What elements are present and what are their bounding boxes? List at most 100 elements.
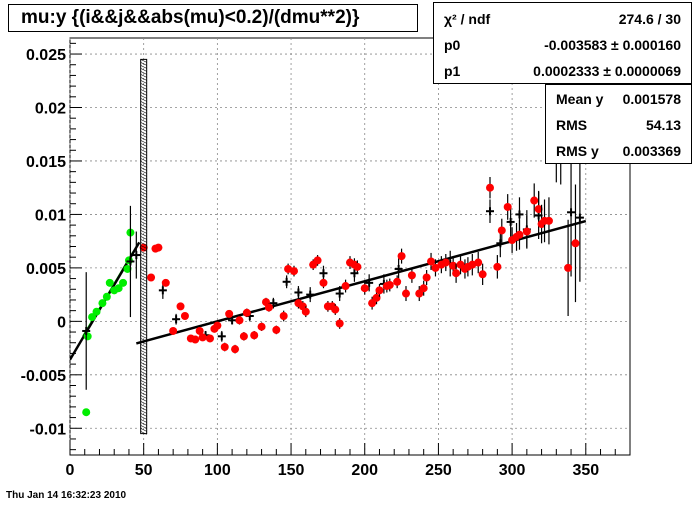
data-point	[83, 332, 92, 341]
hatch-line	[140, 167, 147, 171]
hatch-line	[140, 323, 147, 327]
y-tick-label: 0.025	[26, 47, 66, 64]
fit-row-value: 0.0002333 ± 0.0000069	[533, 63, 681, 79]
hatch-line	[140, 134, 147, 138]
hatch-line	[140, 239, 147, 243]
hatch-line	[140, 257, 147, 261]
hatch-line	[140, 365, 147, 369]
hatch-line	[140, 299, 147, 303]
data-point	[198, 333, 207, 342]
fit-row-p0: p0 -0.003583 ± 0.000160	[444, 37, 681, 57]
data-point	[147, 273, 156, 282]
hatch-line	[140, 248, 147, 252]
hatch-line	[140, 329, 147, 333]
hatch-line	[140, 89, 147, 93]
hatch-line	[140, 263, 147, 267]
data-point	[225, 309, 234, 318]
data-point	[264, 303, 273, 312]
data-point	[393, 277, 402, 286]
data-point	[522, 227, 531, 236]
hatch-line	[140, 314, 147, 318]
hatch-line	[140, 236, 147, 240]
stats-row-rms-y: RMS y 0.003369	[556, 143, 681, 163]
data-point	[493, 262, 502, 271]
hatch-line	[140, 428, 147, 432]
data-point	[530, 196, 539, 205]
data-point	[474, 258, 483, 267]
x-tick-label: 50	[135, 462, 153, 479]
hatch-line	[140, 251, 147, 255]
hatch-line	[140, 308, 147, 312]
data-point	[534, 205, 543, 214]
title-box: mu:y {(i&&j&&abs(mu)<0.2)/(dmu**2)}	[8, 4, 418, 32]
stats-row-label: RMS y	[556, 143, 599, 159]
data-point	[385, 280, 394, 289]
data-point	[313, 256, 322, 265]
hatch-line	[140, 410, 147, 414]
data-point	[154, 243, 163, 252]
hatch-line	[140, 68, 147, 72]
hatch-line	[140, 149, 147, 153]
hatch-line	[140, 224, 147, 228]
data-point	[123, 264, 132, 273]
data-point	[102, 292, 111, 301]
data-point	[375, 286, 384, 295]
hatch-line	[140, 113, 147, 117]
hatch-line	[140, 107, 147, 111]
hatch-line	[140, 272, 147, 276]
hatch-line	[140, 326, 147, 330]
hatch-line	[140, 404, 147, 408]
fit-row-value: -0.003583 ± 0.000160	[544, 37, 681, 53]
hatch-line	[140, 242, 147, 246]
hatch-line	[140, 92, 147, 96]
hatch-line	[140, 122, 147, 126]
data-point	[452, 269, 461, 278]
x-tick-label: 300	[499, 462, 526, 479]
hatch-line	[140, 80, 147, 84]
hatch-line	[140, 131, 147, 135]
data-point	[82, 408, 91, 417]
stats-row-mean-y: Mean y 0.001578	[556, 91, 681, 111]
hatch-line	[140, 206, 147, 210]
hatch-line	[140, 176, 147, 180]
fit-row-label: χ² / ndf	[444, 11, 491, 27]
hatch-line	[140, 344, 147, 348]
hatch-line	[140, 425, 147, 429]
y-tick-label: -0.01	[30, 421, 67, 438]
data-point	[368, 299, 377, 308]
hatch-line	[140, 137, 147, 141]
data-point	[98, 299, 107, 308]
data-point	[515, 230, 524, 239]
hatch-line	[140, 413, 147, 417]
hatch-line	[140, 200, 147, 204]
hatch-line	[140, 386, 147, 390]
hatch-line	[140, 419, 147, 423]
hatch-line	[140, 101, 147, 105]
data-point	[206, 334, 214, 343]
hatch-line	[140, 170, 147, 174]
hatch-line	[140, 128, 147, 132]
hatch-line	[140, 335, 147, 339]
data-point	[191, 335, 200, 344]
statistics-box: Mean y 0.001578 RMS 54.13 RMS y 0.003369	[545, 84, 692, 164]
hatch-line	[140, 296, 147, 300]
hatch-line	[140, 305, 147, 309]
data-point	[353, 262, 362, 271]
hatch-line	[140, 86, 147, 90]
stats-row-value: 0.003369	[622, 143, 681, 159]
hatch-line	[140, 269, 147, 273]
hatch-line	[140, 392, 147, 396]
data-point	[571, 239, 580, 248]
data-point	[290, 267, 298, 276]
stats-row-value: 0.001578	[622, 91, 681, 107]
data-point	[486, 183, 494, 192]
hatch-line	[140, 233, 147, 237]
data-point	[503, 202, 512, 211]
data-point	[360, 284, 369, 293]
hatch-line	[140, 146, 147, 150]
fit-parameters-box: χ² / ndf 274.6 / 30 p0 -0.003583 ± 0.000…	[433, 2, 692, 84]
data-point	[213, 321, 222, 330]
hatch-line	[140, 389, 147, 393]
hatch-line	[140, 302, 147, 306]
hatch-line	[140, 158, 147, 162]
